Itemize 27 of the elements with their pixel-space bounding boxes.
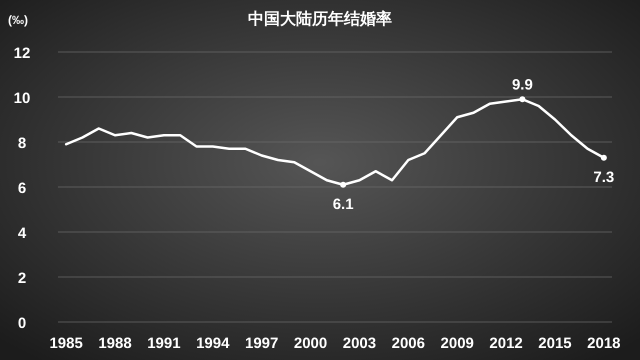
y-tick-label: 6 [18, 180, 26, 197]
y-tick-label: 0 [18, 315, 26, 332]
y-tick-label: 2 [18, 270, 26, 287]
data-label: 6.1 [332, 196, 354, 213]
y-tick-label: 12 [14, 45, 30, 62]
y-tick-label: 8 [18, 135, 26, 152]
data-label: 7.3 [593, 168, 614, 186]
x-tick-label: 1997 [244, 335, 278, 352]
x-tick-label: 1988 [98, 335, 132, 352]
x-tick-label: 1994 [196, 335, 230, 352]
y-axis-title: (‰) [8, 13, 28, 27]
point [600, 154, 607, 161]
x-tick-label: 2012 [489, 335, 523, 352]
x-tick-label: 2000 [294, 335, 328, 352]
x-tick-label: 2006 [392, 335, 426, 352]
x-tick-label: 1991 [147, 335, 181, 352]
point [519, 96, 526, 102]
x-tick-label: 2009 [440, 335, 474, 352]
y-tick-label: 4 [18, 225, 27, 242]
x-tick-label: 1985 [49, 335, 83, 352]
x-tick-label: 2003 [342, 335, 376, 352]
data-label: 9.9 [512, 76, 533, 94]
x-tick-label: 2018 [587, 335, 621, 352]
chart-title: 中国大陆历年结婚率 [248, 9, 392, 28]
point [340, 182, 346, 188]
y-tick-label: 10 [14, 90, 30, 107]
x-tick-label: 2015 [538, 335, 572, 352]
